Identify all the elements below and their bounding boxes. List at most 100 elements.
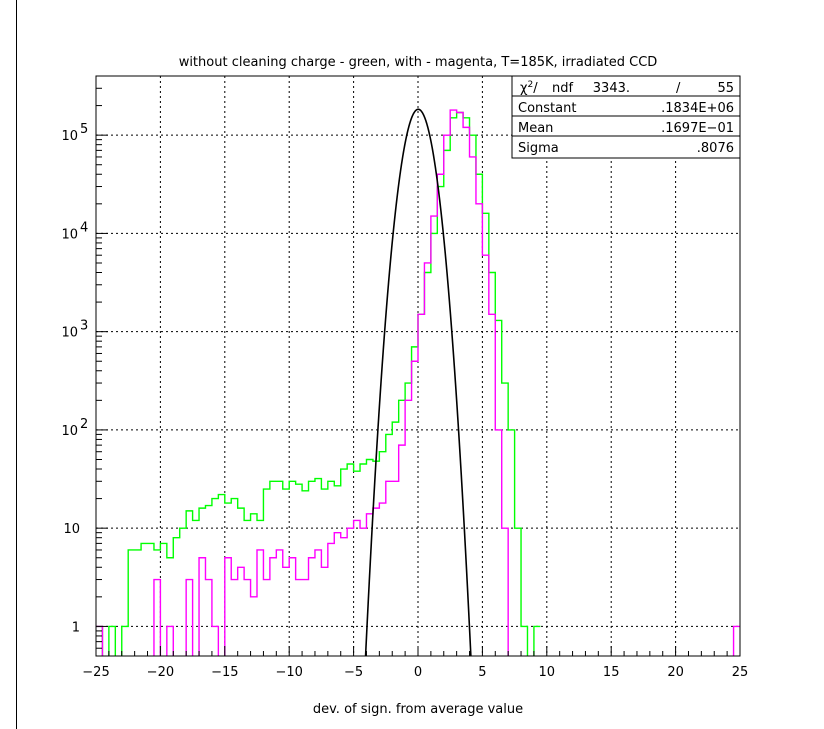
stats-box: χ2/ ndf 3343. / 55 Constant .1834E+06 Me… xyxy=(511,75,741,159)
stats-sigma-value: .8076 xyxy=(697,141,734,156)
x-tick-label: 20 xyxy=(667,665,684,680)
series-magenta xyxy=(96,109,740,656)
x-tick-label: 25 xyxy=(732,665,749,680)
histogram-bin-magenta xyxy=(309,558,315,656)
histogram-bin-magenta xyxy=(373,508,379,656)
histogram-bin-green xyxy=(218,495,224,656)
histogram-bin-magenta xyxy=(315,550,321,656)
y-tick-exponent: 5 xyxy=(80,122,88,137)
histogram-bin-green xyxy=(128,550,134,656)
stats-mean-label: Mean xyxy=(518,121,553,136)
histogram-bin-green xyxy=(135,550,141,656)
histogram-bin-magenta xyxy=(302,580,308,656)
histogram-bin-green xyxy=(148,543,154,656)
histogram-bin-green xyxy=(508,430,514,656)
y-tick-label: 1 xyxy=(72,620,80,635)
histogram-bin-green xyxy=(515,528,521,656)
y-tick-exponent: 2 xyxy=(80,417,88,432)
stats-chi2-label: ndf xyxy=(552,81,573,96)
histogram-bin-magenta xyxy=(205,580,211,656)
stats-chi2-symbol: χ2/ xyxy=(520,80,538,96)
histogram-bin-green xyxy=(173,538,179,656)
histogram-bin-magenta xyxy=(437,174,443,656)
histogram-bin-magenta xyxy=(225,558,231,656)
y-tick-exponent: 4 xyxy=(80,220,88,235)
histogram-bin-magenta xyxy=(231,580,237,656)
histogram-bin-green xyxy=(534,626,540,656)
histogram-bin-magenta xyxy=(251,597,257,656)
histogram-bin-magenta xyxy=(392,481,398,656)
histogram-bin-magenta xyxy=(354,520,360,656)
histogram-bin-magenta xyxy=(334,533,340,656)
x-tick-label: 10 xyxy=(539,665,556,680)
histogram-bin-magenta xyxy=(386,481,392,656)
histogram-bin-green xyxy=(521,626,527,656)
histogram-bin-magenta xyxy=(379,503,385,656)
histogram-bin-green xyxy=(141,543,147,656)
series-green xyxy=(96,111,541,656)
x-tick-label: −5 xyxy=(344,665,363,680)
x-tick-label: −15 xyxy=(211,665,238,680)
histogram-bin-magenta xyxy=(412,361,418,656)
histogram-bin-magenta xyxy=(495,430,501,656)
histogram-bin-green xyxy=(193,520,199,656)
histogram-bin-magenta xyxy=(289,558,295,656)
histogram-bin-magenta xyxy=(167,626,173,656)
histogram-bin-magenta xyxy=(263,580,269,656)
histogram-bin-magenta xyxy=(328,543,334,656)
histogram-bin-magenta xyxy=(244,580,250,656)
x-tick-label: 5 xyxy=(478,665,486,680)
gaussian-fit xyxy=(364,108,472,656)
histogram-bin-magenta xyxy=(321,567,327,656)
histogram-bin-green xyxy=(122,626,128,656)
chart-frame xyxy=(16,0,824,729)
histogram-line-green xyxy=(96,111,541,656)
histogram-bin-magenta xyxy=(482,255,488,656)
y-tick-label: 10 xyxy=(61,227,78,242)
chart-title: without cleaning charge - green, with - … xyxy=(179,55,658,70)
histogram-bin-magenta xyxy=(276,550,282,656)
histogram-bin-magenta xyxy=(199,558,205,656)
histogram-bin-magenta xyxy=(360,528,366,656)
y-tick-label: 10 xyxy=(61,326,78,341)
histogram-bin-magenta xyxy=(347,528,353,656)
stats-mean-value: .1697E−01 xyxy=(661,121,734,136)
histogram-bin-magenta xyxy=(257,550,263,656)
histogram-bin-magenta xyxy=(296,580,302,656)
x-tick-label: −10 xyxy=(275,665,302,680)
histogram-bin-magenta xyxy=(502,528,508,656)
x-tick-label: −25 xyxy=(82,665,109,680)
y-tick-label: 10 xyxy=(61,129,78,144)
histogram-bin-magenta xyxy=(476,204,482,656)
gaussian-fit-curve xyxy=(364,108,472,656)
x-tick-label: −20 xyxy=(147,665,174,680)
histogram-bin-magenta xyxy=(405,400,411,656)
stats-constant-value: .1834E+06 xyxy=(661,101,734,116)
y-tick-label: 10 xyxy=(61,424,78,439)
stats-sigma-label: Sigma xyxy=(518,141,559,156)
histogram-bin-magenta xyxy=(470,157,476,656)
stats-chi2-value: 3343. xyxy=(593,81,630,96)
y-tick-label: 10 xyxy=(63,522,80,537)
histogram-bin-magenta xyxy=(399,445,405,656)
stats-chi2-separator: / xyxy=(676,81,681,96)
histogram-bin-magenta xyxy=(154,580,160,656)
histogram-bin-magenta xyxy=(270,558,276,656)
histogram-bin-magenta xyxy=(283,567,289,656)
histogram-bin-magenta xyxy=(457,113,463,656)
x-tick-label: 15 xyxy=(603,665,620,680)
stats-constant-label: Constant xyxy=(518,101,576,116)
x-tick-label: 0 xyxy=(414,665,422,680)
histogram-bin-magenta xyxy=(418,314,424,656)
histogram-bin-magenta xyxy=(238,567,244,656)
histogram-bin-green xyxy=(160,543,166,656)
histogram-series xyxy=(96,109,740,656)
histogram-bin-magenta xyxy=(186,580,192,656)
histogram-bin-green xyxy=(180,528,186,656)
histogram-bin-magenta xyxy=(444,135,450,656)
y-tick-exponent: 3 xyxy=(80,319,88,334)
stats-ndf-value: 55 xyxy=(717,81,734,96)
histogram-bin-magenta xyxy=(431,216,437,656)
